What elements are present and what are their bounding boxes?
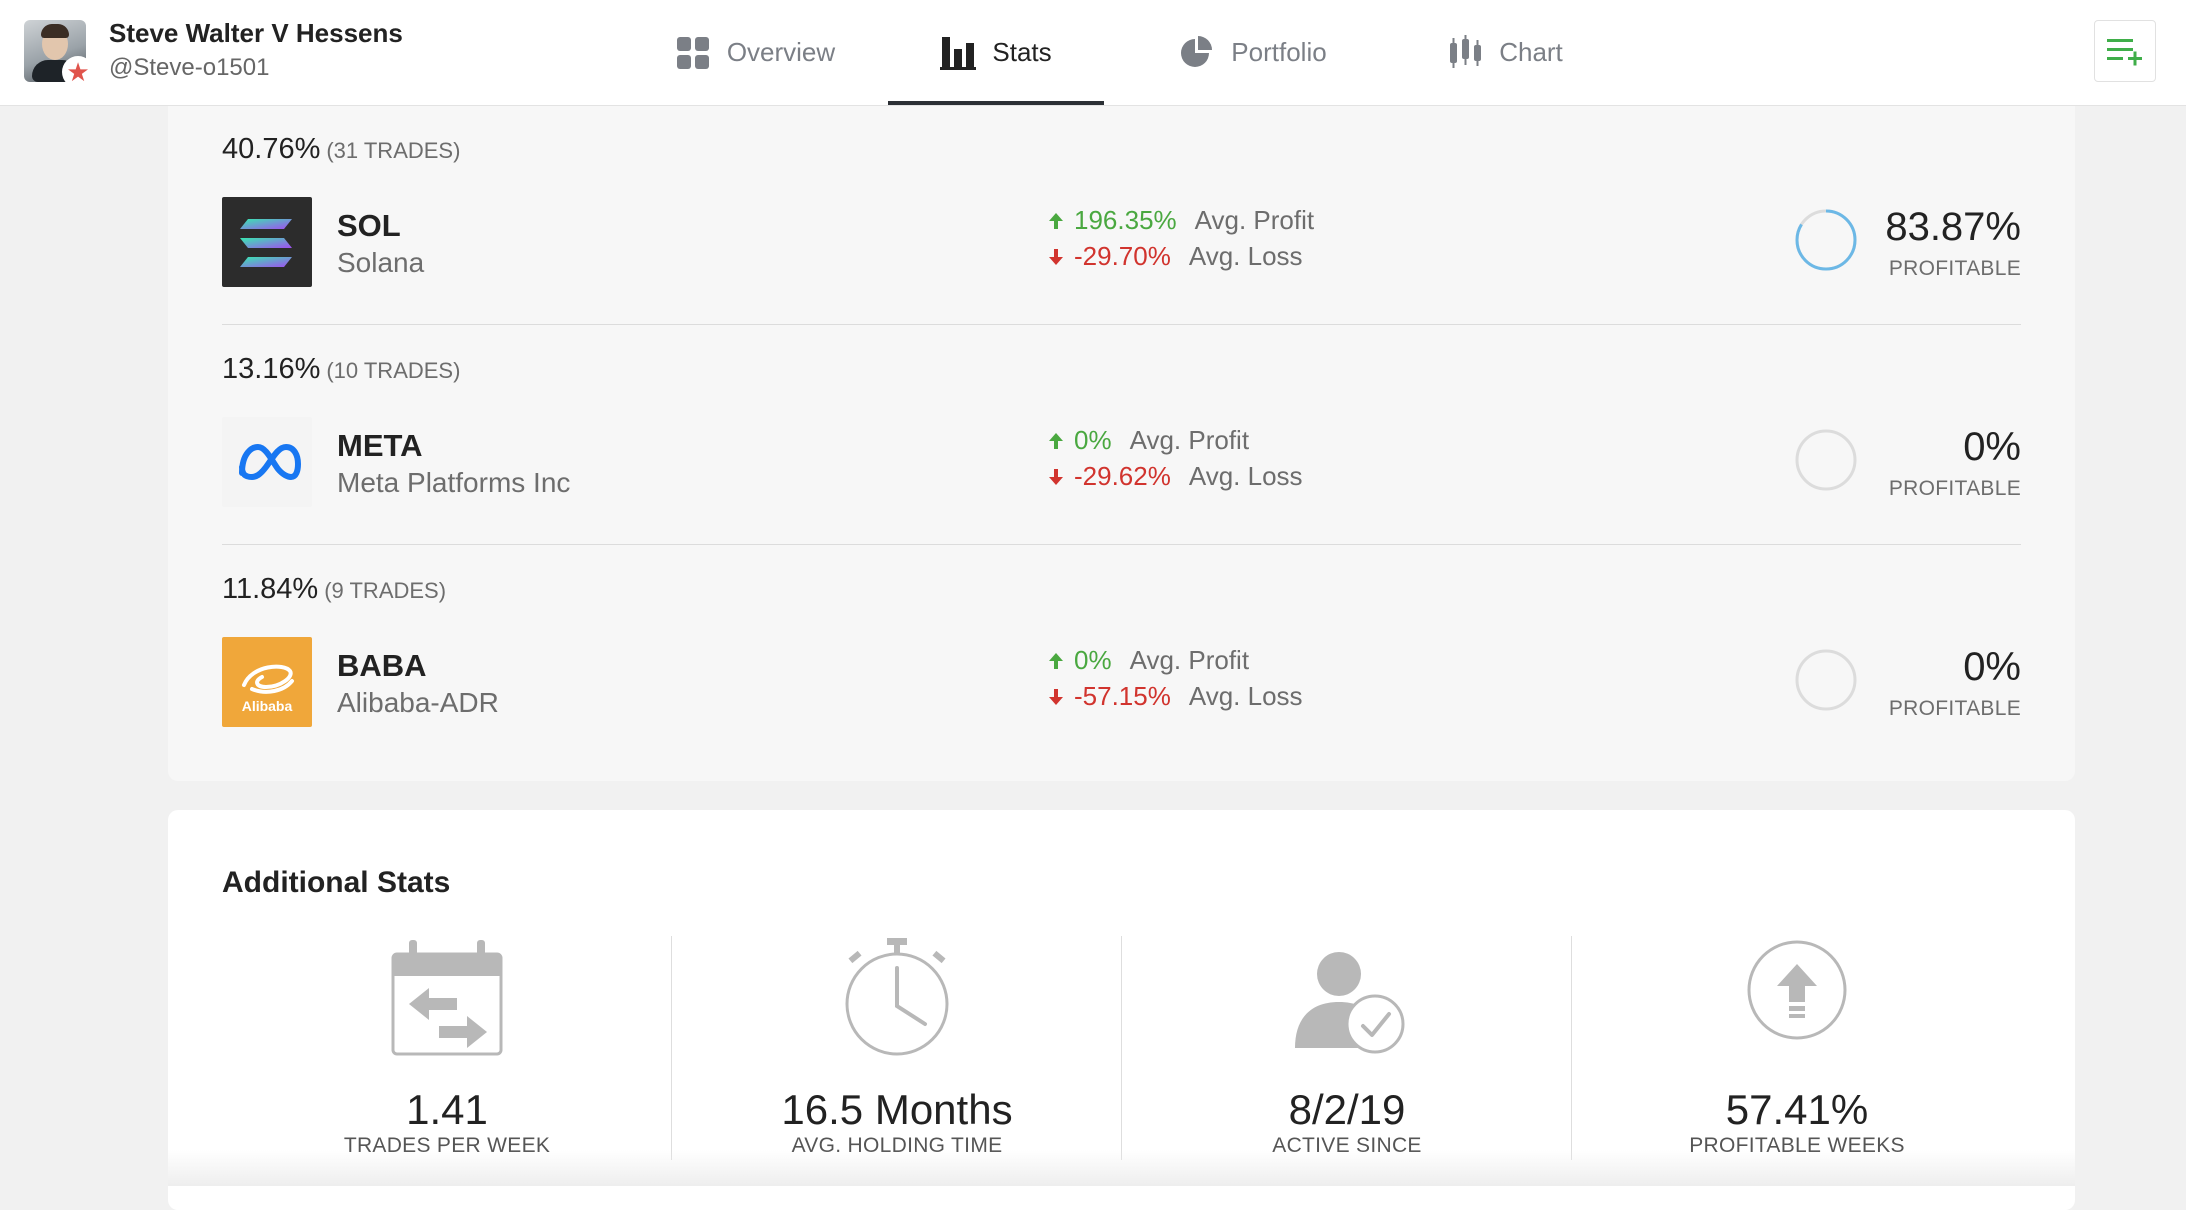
asset-ticker[interactable]: META [337,428,423,463]
asset-ticker[interactable]: SOL [337,208,401,243]
tab-stats[interactable]: Stats [888,0,1104,105]
pie-chart-icon [1181,35,1213,67]
asset-name: Solana [337,247,425,278]
avg-profit-value: 0% [1074,645,1112,675]
avg-profit-value: 196.35% [1074,205,1177,235]
avg-loss-label: Avg. Loss [1188,681,1303,711]
avg-loss-label: Avg. Loss [1188,241,1303,271]
profitable-ring [1795,429,1857,491]
stat-trades-per-week: 1.41 TRADES PER WEEK [222,938,672,1158]
top-assets-card: 40.76% (31 TRADES) SOL Solana 196.35% Avg… [168,105,2075,781]
avg-loss-value: -57.15% [1074,681,1171,711]
stat-divider [671,936,672,1160]
stat-value: 16.5 Months [781,1086,1013,1133]
profitable-label: PROFITABLE [1888,477,2021,500]
arrow-down-icon [1049,468,1063,485]
asset-share: 11.84% (9 TRADES) [222,573,446,606]
top-header: ★ Steve Walter V Hessens @Steve-o1501 Ov… [0,0,2186,106]
asset-share-pct: 11.84% [222,573,319,605]
avatar[interactable]: ★ [24,20,94,88]
profitable-label: PROFITABLE [1888,697,2021,720]
grid-icon [676,36,709,69]
divider [222,544,2021,545]
asset-row[interactable]: 11.84% (9 TRADES) Alibaba BABA Alibaba-AD… [222,545,2021,765]
stat-value: 8/2/19 [1288,1086,1406,1133]
star-badge-icon: ★ [62,56,94,88]
asset-share-pct: 13.16% [222,353,321,385]
calendar-transfer-icon [391,940,503,1056]
profitable-ring [1795,649,1857,711]
avg-profit-label: Avg. Profit [1129,645,1250,675]
profitable-percent: 83.87% [1885,205,2021,249]
arrow-up-icon [1049,432,1063,449]
stopwatch-icon [845,938,949,1056]
meta-logo [222,417,312,507]
asset-name: Meta Platforms Inc [337,467,571,498]
tab-portfolio[interactable]: Portfolio [1168,0,1338,105]
arrow-up-icon [1049,212,1063,229]
arrow-down-icon [1049,688,1063,705]
profitable-label: PROFITABLE [1888,257,2021,280]
asset-share: 13.16% (10 TRADES) [222,353,460,386]
avg-loss-value: -29.70% [1074,241,1171,271]
stat-avg-holding-time: 16.5 Months AVG. HOLDING TIME [672,938,1122,1158]
stat-value: 57.41% [1725,1086,1869,1133]
list-add-icon [2107,39,2142,66]
tab-overview[interactable]: Overview [655,0,855,105]
avg-profit: 0% Avg. Profit [1048,645,1249,676]
asset-share: 40.76% (31 TRADES) [222,133,460,166]
additional-stats-title: Additional Stats [222,866,451,899]
avg-profit-label: Avg. Profit [1194,205,1315,235]
stat-value: 1.41 [406,1086,488,1133]
profitable-ring [1795,209,1857,271]
tab-portfolio-label: Portfolio [1231,37,1327,67]
stat-profitable-weeks: 57.41% PROFITABLE WEEKS [1572,938,2022,1158]
arrow-down-icon [1049,248,1063,265]
user-handle: @Steve-o1501 [109,54,270,81]
stat-divider [1121,936,1122,1160]
user-name: Steve Walter V Hessens [109,18,403,48]
arrow-up-icon [1049,652,1063,669]
bar-chart-icon [940,36,977,70]
tab-chart-label: Chart [1499,37,1563,67]
avg-profit: 0% Avg. Profit [1048,425,1249,456]
asset-trade-count: (10 TRADES) [326,358,461,383]
profitable-percent: 0% [1963,645,2021,689]
user-check-icon [1295,952,1405,1054]
avg-loss: -29.70% Avg. Loss [1048,241,1303,272]
candlestick-icon [1450,34,1482,68]
tab-chart[interactable]: Chart [1440,0,1570,105]
bottom-fade [168,1150,2075,1186]
alibaba-logo-text: Alibaba [242,698,293,714]
stat-active-since: 8/2/19 ACTIVE SINCE [1122,938,1572,1158]
upload-circle-icon [1747,940,1847,1040]
asset-trade-count: (9 TRADES) [324,578,447,603]
menu-button[interactable] [2094,20,2156,82]
profitable-percent: 0% [1963,425,2021,469]
tab-overview-label: Overview [726,37,836,67]
avg-loss: -57.15% Avg. Loss [1048,681,1303,712]
avg-profit-label: Avg. Profit [1129,425,1250,455]
asset-trade-count: (31 TRADES) [326,138,461,163]
alibaba-logo: Alibaba [222,637,312,727]
avg-loss-value: -29.62% [1074,461,1171,491]
asset-name: Alibaba-ADR [337,687,499,718]
solana-logo [222,197,312,287]
asset-row[interactable]: 13.16% (10 TRADES) META Meta Platforms In… [222,325,2021,545]
asset-row[interactable]: 40.76% (31 TRADES) SOL Solana 196.35% Avg… [222,105,2021,325]
avg-loss: -29.62% Avg. Loss [1048,461,1303,492]
avg-loss-label: Avg. Loss [1188,461,1303,491]
avg-profit-value: 0% [1074,425,1112,455]
stat-divider [1571,936,1572,1160]
avg-profit: 196.35% Avg. Profit [1048,205,1314,236]
asset-ticker[interactable]: BABA [337,648,427,683]
asset-share-pct: 40.76% [222,133,321,165]
divider [222,324,2021,325]
tab-stats-label: Stats [992,37,1052,67]
